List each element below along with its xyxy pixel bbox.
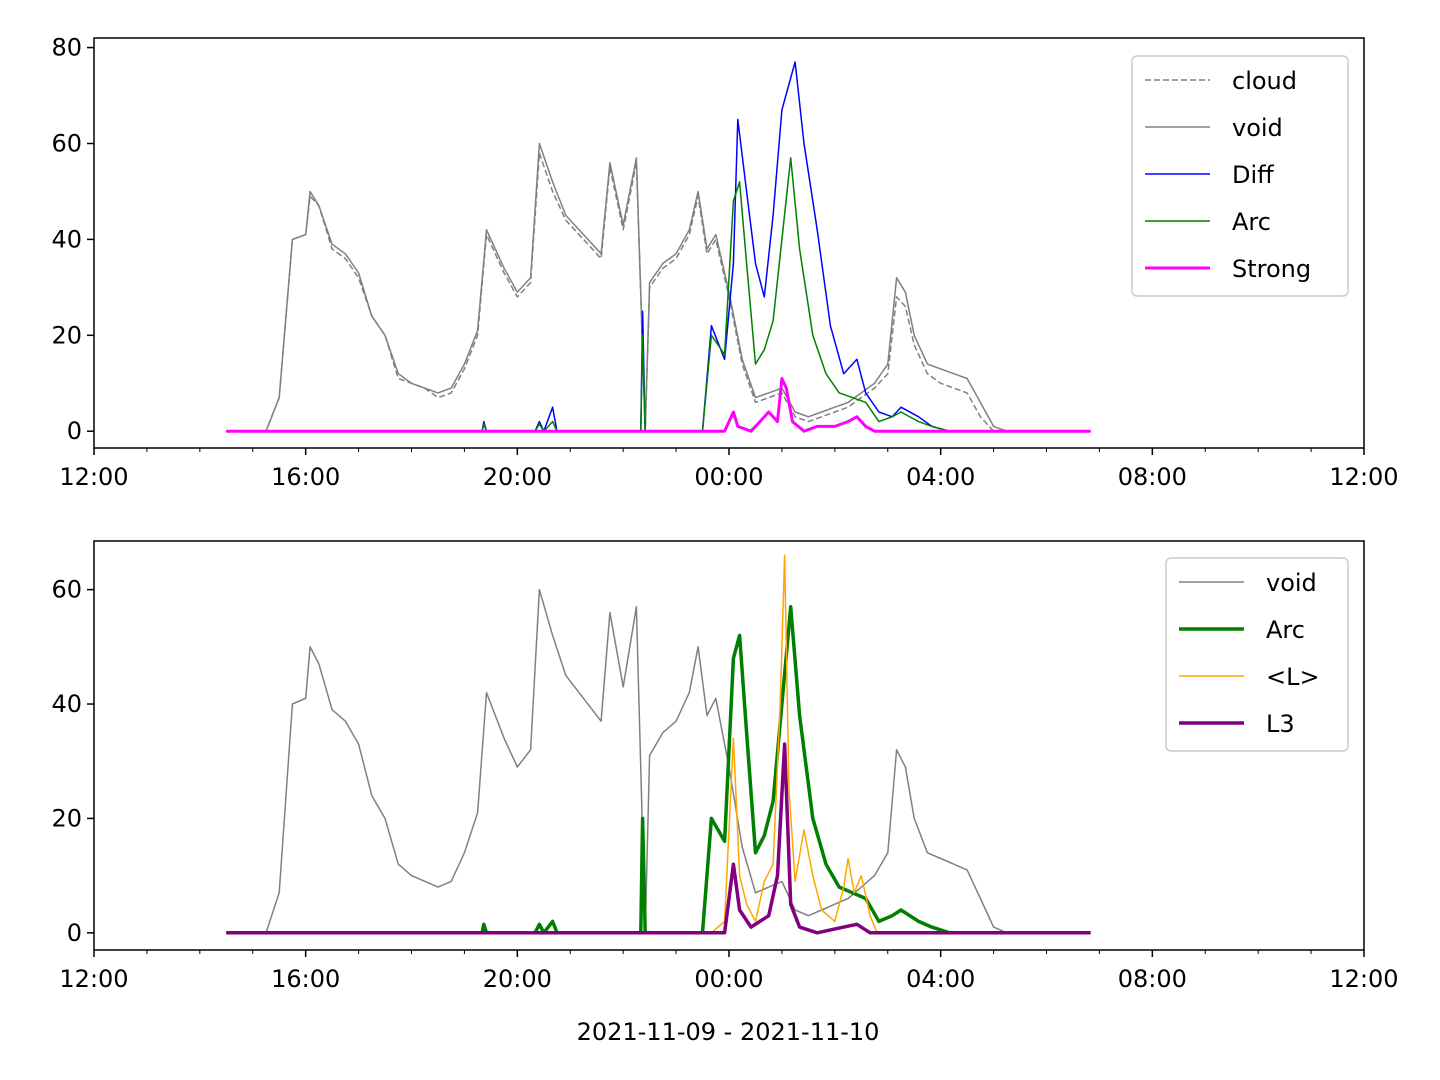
y-tick-label: 60 — [51, 576, 82, 604]
top-chart: 0 20 40 60 80 12:00 16:00 20:00 00:00 04:00 08:00 1… — [51, 34, 1398, 491]
x-tick-label: 04:00 — [906, 463, 975, 491]
legend-label: void — [1266, 569, 1317, 597]
series-line-0-1 — [226, 142, 1091, 432]
legend-label: cloud — [1232, 67, 1297, 95]
x-tick-label: 08:00 — [1118, 463, 1187, 491]
legend-label: Arc — [1232, 208, 1271, 236]
x-tick-label: 20:00 — [483, 463, 552, 491]
legend-label: L3 — [1266, 710, 1295, 738]
bottom-chart: 0 20 40 60 12:00 16:00 20:00 00:00 04:00 08:00 12:… — [51, 540, 1399, 993]
x-tick-label: 20:00 — [483, 965, 552, 993]
series-line-1-2 — [226, 554, 1091, 934]
legend-label: Strong — [1232, 255, 1311, 283]
bottom-x-axis-label: 2021-11-09 - 2021-11-10 — [577, 1018, 880, 1046]
legend-frame — [1131, 55, 1349, 297]
x-tick-label: 12:00 — [59, 965, 128, 993]
x-tick-label: 00:00 — [694, 965, 763, 993]
series-line-0-4 — [226, 377, 1091, 433]
legend-frame — [1165, 557, 1349, 752]
legend-label: <L> — [1266, 663, 1320, 691]
legend-label: Diff — [1232, 161, 1274, 189]
series-line-1-0 — [226, 588, 1091, 934]
y-tick-label: 0 — [67, 417, 82, 445]
x-tick-label: 16:00 — [271, 463, 340, 491]
y-tick-label: 80 — [51, 34, 82, 62]
y-tick-label: 20 — [51, 804, 82, 832]
x-tick-label: 00:00 — [694, 463, 763, 491]
y-tick-label: 0 — [67, 919, 82, 947]
legend: cloud void Diff Arc Strong — [1131, 55, 1349, 297]
x-tick-label: 12:00 — [1329, 965, 1398, 993]
legend-label: Arc — [1266, 616, 1305, 644]
y-tick-label: 40 — [51, 690, 82, 718]
series-line-1-3 — [226, 742, 1091, 935]
x-tick-label: 12:00 — [59, 463, 128, 491]
y-tick-label: 20 — [51, 321, 82, 349]
y-tick-label: 40 — [51, 225, 82, 253]
x-tick-label: 04:00 — [906, 965, 975, 993]
legend-label: void — [1232, 114, 1283, 142]
x-tick-label: 08:00 — [1118, 965, 1187, 993]
legend: void Arc <L> L3 — [1165, 557, 1349, 752]
x-tick-label: 12:00 — [1329, 463, 1398, 491]
x-tick-label: 16:00 — [271, 965, 340, 993]
y-tick-label: 60 — [51, 129, 82, 157]
